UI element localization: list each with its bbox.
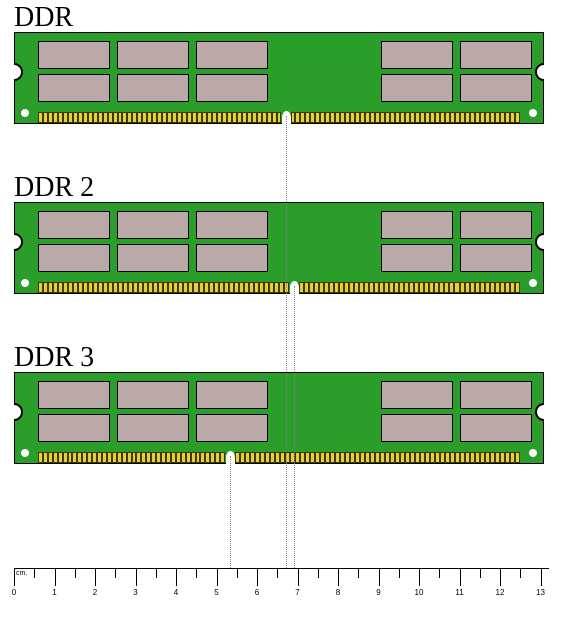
ruler-minor-tick — [399, 568, 400, 578]
ruler-number: 5 — [214, 588, 218, 597]
ruler-number: 3 — [133, 588, 137, 597]
ruler-minor-tick — [358, 568, 359, 578]
mounting-hole — [21, 109, 29, 117]
memory-chip — [381, 381, 453, 409]
memory-chip — [38, 244, 110, 272]
memory-chip — [381, 414, 453, 442]
ruler-number: 11 — [455, 588, 463, 597]
ruler: cm.012345678910111213 — [14, 568, 549, 608]
ruler-minor-tick — [196, 568, 197, 578]
ruler-number: 4 — [174, 588, 178, 597]
alignment-guide — [286, 116, 287, 568]
memory-chip — [196, 41, 268, 69]
ruler-major-tick — [500, 568, 501, 586]
memory-chip — [117, 244, 189, 272]
ruler-minor-tick — [480, 568, 481, 578]
ruler-major-tick — [55, 568, 56, 586]
ruler-major-tick — [176, 568, 177, 586]
ram-module — [14, 32, 544, 124]
ruler-number: 10 — [415, 588, 424, 597]
pin — [515, 452, 520, 463]
ruler-major-tick — [257, 568, 258, 586]
ruler-number: 8 — [336, 588, 340, 597]
mounting-hole — [529, 109, 537, 117]
pin — [277, 112, 282, 123]
memory-chip — [196, 244, 268, 272]
memory-chip — [460, 74, 532, 102]
memory-chip — [38, 414, 110, 442]
memory-chip — [460, 41, 532, 69]
ram-module — [14, 202, 544, 294]
ruler-major-tick — [379, 568, 380, 586]
memory-chip — [460, 414, 532, 442]
ruler-number: 1 — [52, 588, 56, 597]
ruler-minor-tick — [115, 568, 116, 578]
memory-chip — [460, 244, 532, 272]
pin — [515, 282, 520, 293]
mounting-hole — [529, 449, 537, 457]
ruler-minor-tick — [520, 568, 521, 578]
pin-strip — [235, 452, 521, 463]
ruler-number: 2 — [93, 588, 97, 597]
ruler-minor-tick — [318, 568, 319, 578]
ruler-number: 12 — [496, 588, 505, 597]
ruler-number: 9 — [376, 588, 380, 597]
memory-chip — [381, 211, 453, 239]
memory-chip — [38, 381, 110, 409]
ruler-number: 0 — [12, 588, 16, 597]
memory-chip — [381, 74, 453, 102]
ruler-major-tick — [338, 568, 339, 586]
ruler-unit-label: cm. — [16, 570, 27, 577]
memory-chip — [196, 414, 268, 442]
ruler-major-tick — [217, 568, 218, 586]
memory-chip — [117, 74, 189, 102]
memory-chip — [117, 211, 189, 239]
memory-chip — [117, 41, 189, 69]
ruler-major-tick — [136, 568, 137, 586]
ruler-major-tick — [541, 568, 542, 586]
ruler-minor-tick — [156, 568, 157, 578]
ram-module — [14, 372, 544, 464]
ruler-number: 13 — [536, 588, 545, 597]
ruler-minor-tick — [277, 568, 278, 578]
mounting-hole — [529, 279, 537, 287]
memory-chip — [196, 211, 268, 239]
ruler-number: 6 — [255, 588, 259, 597]
memory-chip — [381, 41, 453, 69]
alignment-guide — [294, 286, 295, 568]
pin — [515, 112, 520, 123]
pin-strip — [38, 282, 290, 293]
mounting-hole — [21, 449, 29, 457]
ruler-major-tick — [419, 568, 420, 586]
alignment-guide — [230, 456, 231, 568]
pin-strip — [38, 452, 226, 463]
ruler-major-tick — [14, 568, 15, 586]
ruler-major-tick — [298, 568, 299, 586]
module-label: DDR 3 — [14, 342, 94, 374]
memory-chip — [196, 381, 268, 409]
pin-strip — [299, 282, 521, 293]
memory-chip — [38, 74, 110, 102]
memory-chip — [196, 74, 268, 102]
memory-chip — [38, 41, 110, 69]
ruler-major-tick — [95, 568, 96, 586]
pin — [220, 452, 225, 463]
memory-chip — [460, 211, 532, 239]
memory-chip — [381, 244, 453, 272]
memory-chip — [38, 211, 110, 239]
ruler-major-tick — [460, 568, 461, 586]
memory-chip — [117, 381, 189, 409]
ruler-minor-tick — [237, 568, 238, 578]
mounting-hole — [21, 279, 29, 287]
ruler-minor-tick — [439, 568, 440, 578]
module-label: DDR 2 — [14, 172, 94, 204]
memory-chip — [460, 381, 532, 409]
ruler-minor-tick — [75, 568, 76, 578]
ruler-minor-tick — [34, 568, 35, 578]
module-label: DDR — [14, 2, 73, 34]
pin-strip — [291, 112, 521, 123]
pin-strip — [38, 112, 282, 123]
ruler-number: 7 — [295, 588, 299, 597]
memory-chip — [117, 414, 189, 442]
